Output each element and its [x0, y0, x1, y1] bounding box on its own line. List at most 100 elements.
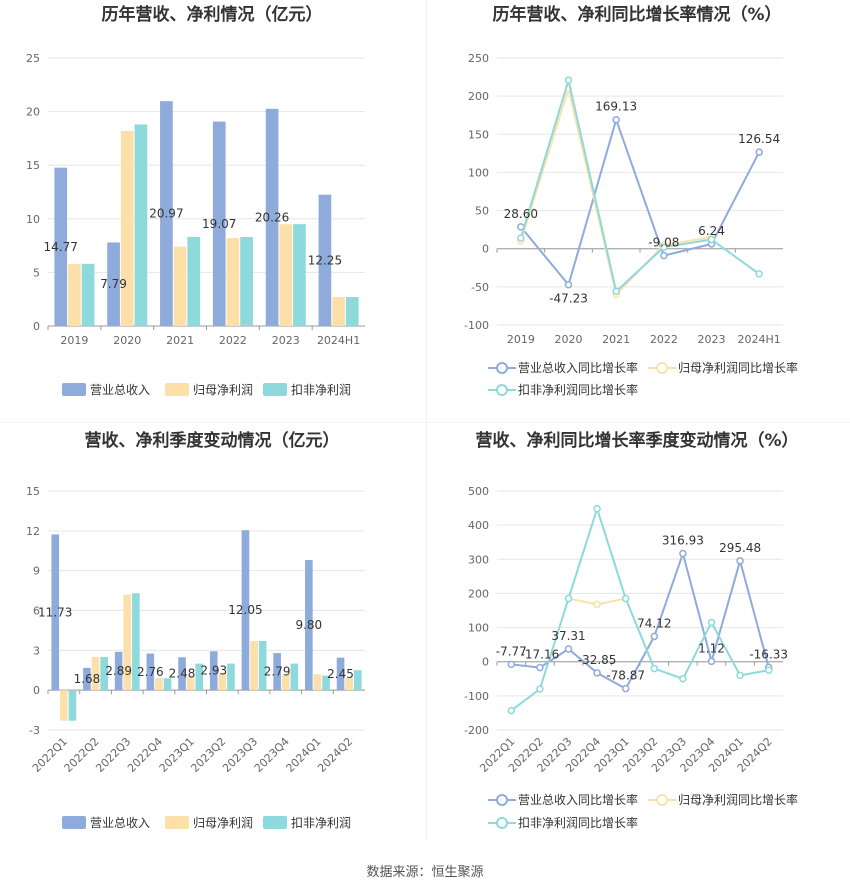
data-point	[593, 669, 601, 677]
data-point	[755, 148, 763, 156]
bar	[212, 121, 226, 326]
data-point	[650, 664, 659, 673]
x-tick-label: 2022	[219, 334, 247, 347]
y-tick-label: 15	[26, 159, 40, 172]
series-line	[511, 550, 770, 691]
vertical-divider	[426, 0, 427, 840]
annual-bar-chart: 历年营收、净利情况（亿元） 0 5 10 15 20 25 2019 2020 2021 2022 2…	[26, 4, 365, 397]
legend-label: 归母净利润同比增长率	[678, 792, 798, 807]
data-point	[707, 618, 716, 627]
line-value-label: 6.24	[698, 224, 725, 238]
bar	[155, 678, 163, 691]
quarterly-growth-line-chart: 营收、净利同比增长率季度变动情况（%） -200 -100 0 100 200 300 400…	[464, 430, 798, 830]
bar	[173, 246, 187, 326]
y-tick-label: 150	[468, 128, 489, 141]
bar	[305, 560, 313, 691]
bar-value-label: 1.68	[74, 672, 101, 686]
bar-value-label: 2.76	[137, 665, 164, 679]
data-point	[660, 251, 668, 260]
data-point	[517, 234, 525, 242]
legend-label: 扣非净利润同比增长率	[518, 815, 638, 830]
y-tick-label: 6	[33, 605, 40, 618]
x-tick-label: 2021	[166, 334, 194, 347]
line-value-label: 169.13	[595, 100, 637, 114]
legend-label: 扣非净利润	[291, 383, 351, 397]
chart-title: 营收、净利季度变动情况（亿元）	[85, 430, 340, 451]
annual-growth-line-chart: 历年营收、净利同比增长率情况（%） -100 -50 0 50 100 150 200 250 2…	[464, 4, 798, 397]
series-line	[510, 505, 769, 712]
bar-value-label: 9.80	[295, 618, 322, 632]
bar	[107, 242, 120, 326]
line-value-label: 1.12	[698, 641, 725, 655]
data-point	[660, 243, 668, 251]
bar	[120, 130, 134, 326]
legend-label: 归母净利润	[193, 816, 253, 830]
bar	[332, 297, 345, 326]
bar	[345, 678, 353, 691]
data-point	[564, 280, 573, 289]
y-tick-label: 10	[26, 213, 40, 226]
bar	[226, 238, 240, 326]
bar	[241, 530, 250, 691]
x-tick-label: 2023	[272, 334, 300, 347]
bar	[178, 657, 186, 691]
bar	[240, 237, 253, 326]
data-point	[621, 684, 630, 693]
bar-value-label: 2.45	[327, 667, 354, 681]
bar-value-label: 12.25	[308, 253, 342, 267]
bar	[187, 237, 201, 326]
y-tick-label: 100	[468, 166, 489, 179]
legend-swatch	[263, 383, 287, 396]
data-point	[536, 685, 544, 693]
bar	[100, 656, 108, 691]
x-tick-label: 2020	[555, 333, 583, 346]
bar	[281, 674, 290, 691]
line-value-label: -7.77	[496, 644, 527, 658]
bar	[114, 651, 123, 691]
bar-value-label: 14.77	[44, 240, 78, 254]
y-tick-label: 250	[468, 52, 489, 65]
line-value-label: 37.31	[551, 629, 585, 643]
y-tick-label: 0	[33, 684, 40, 697]
bar	[290, 663, 299, 691]
bar	[353, 670, 362, 691]
y-tick-label: 500	[468, 485, 489, 498]
legend-swatch-marker	[496, 362, 508, 374]
legend-label: 扣非净利润同比增长率	[518, 382, 638, 397]
legend-label: 营业总收入	[90, 383, 150, 397]
bar	[209, 651, 218, 691]
y-tick-label: -200	[464, 724, 489, 737]
y-tick-label: 3	[33, 644, 40, 657]
data-point	[536, 663, 544, 672]
line-value-label: -9.08	[648, 236, 679, 250]
y-tick-label: -100	[464, 319, 489, 332]
line-value-label: 28.60	[504, 207, 538, 221]
line-value-label: -16.33	[749, 647, 788, 661]
x-tick-label: 2023	[698, 333, 726, 346]
y-tick-label: 25	[26, 52, 40, 65]
bar	[218, 672, 227, 691]
bar	[293, 224, 306, 326]
data-point	[564, 645, 573, 653]
bar	[313, 674, 322, 691]
legend-label: 营业总收入同比增长率	[518, 360, 638, 375]
bar	[186, 676, 195, 691]
bar	[68, 690, 77, 721]
data-point	[593, 505, 601, 513]
y-tick-label: 20	[26, 106, 40, 119]
bar	[134, 124, 148, 327]
data-point	[707, 657, 716, 666]
legend-swatch-marker	[656, 794, 668, 806]
bar	[146, 653, 155, 691]
y-tick-label: 200	[468, 90, 489, 103]
bar	[83, 667, 91, 691]
bar-value-label: 2.48	[169, 667, 196, 681]
line-value-label: 295.48	[719, 541, 761, 555]
line-value-label: 74.12	[637, 616, 671, 630]
legend-label: 营业总收入	[90, 816, 150, 830]
y-tick-label: 300	[468, 553, 489, 566]
x-tick-label: 2020	[113, 334, 141, 347]
series-line	[520, 116, 761, 287]
data-point	[679, 675, 687, 683]
data-point	[621, 594, 630, 603]
